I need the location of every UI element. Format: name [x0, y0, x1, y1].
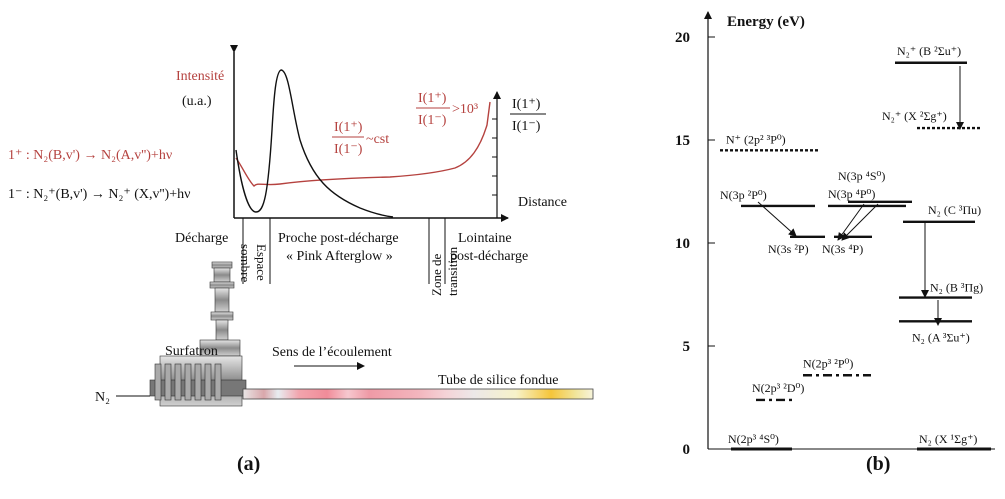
level-label-n3p-2p0: N(3p ²P⁰) — [720, 188, 767, 202]
ratio-const-suffix: ~cst — [366, 132, 389, 147]
zone-dividers — [242, 218, 446, 284]
transition-arrows — [757, 66, 964, 326]
arrow-n3p2p0-to-n3s2p — [757, 201, 797, 237]
level-label-n2p3-4s0: N(2p³ ⁴S⁰) — [728, 432, 779, 446]
level-label-n2plus-x: N₂⁺ (X ²Σg⁺) — [882, 109, 947, 123]
level-label-n3s-4p: N(3s ⁴P) — [822, 242, 863, 256]
ratio-high: I(1⁺) I(1⁻) >10³ — [416, 91, 478, 128]
right-axis-label-den: I(1⁻) — [512, 119, 541, 134]
energy-levels: N(2p³ ⁴S⁰) N(2p³ ²D⁰) N(2p³ ²P⁰) N(3s ²P) N(… — [720, 44, 991, 451]
zone-espace-1: Espace — [254, 244, 269, 281]
zone-proche-2: « Pink Afterglow » — [286, 249, 393, 264]
level-label-n2plus-b: N₂⁺ (B ²Σu⁺) — [897, 44, 961, 58]
black-intensity-curve — [235, 69, 394, 218]
right-axis-label: I(1⁺) I(1⁻) — [510, 97, 546, 134]
surfatron-device — [149, 261, 247, 407]
right-axis-ticks — [492, 118, 497, 196]
red-intensity-curve — [235, 101, 491, 187]
system-1plus: 1⁺ : N₂(B,v') → N₂(A,v'')+hν — [8, 148, 172, 163]
ratio-high-den: I(1⁻) — [418, 113, 447, 128]
flow-label: Sens de l’écoulement — [272, 345, 392, 360]
zone-transition-2: transition — [445, 246, 460, 296]
zone-lointaine-2: post-décharge — [450, 249, 528, 264]
level-label-n2-b: N₂ (B ³Πg) — [930, 281, 983, 295]
level-label-n2-x: N₂ (X ¹Σg⁺) — [919, 432, 977, 446]
surfatron-label: Surfatron — [165, 344, 218, 359]
energy-tick-label: 20 — [675, 30, 690, 46]
zone-decharge: Décharge — [175, 231, 228, 246]
zone-transition-1: Zone de — [429, 254, 444, 296]
right-axis-label-num: I(1⁺) — [512, 97, 541, 112]
arrow-n3p4p0-to-n3s4p-b — [841, 203, 879, 241]
level-label-n3s-2p: N(3s ²P) — [768, 242, 809, 256]
ratio-const-den: I(1⁻) — [334, 142, 363, 157]
energy-tick-label: 0 — [683, 442, 691, 458]
level-label-n2-c: N₂ (C ³Πu) — [928, 203, 981, 217]
energy-tick-label: 10 — [675, 236, 690, 252]
ratio-const: I(1⁺) I(1⁻) ~cst — [332, 120, 389, 157]
level-label-n3p-4s0: N(3p ⁴S⁰) — [838, 169, 885, 183]
silica-tube — [242, 388, 594, 400]
zone-espace-2: sombre — [238, 244, 253, 283]
energy-ticks: 0 5 10 15 20 — [675, 30, 715, 458]
energy-tick-label: 15 — [675, 133, 690, 149]
gas-label: N₂ — [95, 390, 110, 405]
panel-a: Intensité (u.a.) 1⁺ : N₂(B,v') → N₂(A,v'… — [8, 45, 594, 475]
x-axis-label: Distance — [518, 195, 567, 210]
tube-label: Tube de silice fondue — [438, 373, 558, 388]
level-label-n2-a: N₂ (A ³Σu⁺) — [912, 330, 970, 344]
zone-proche-1: Proche post-décharge — [278, 231, 399, 246]
ratio-high-num: I(1⁺) — [418, 91, 447, 106]
level-label-n3p-4p0: N(3p ⁴P⁰) — [828, 187, 875, 201]
ratio-high-suffix: >10³ — [452, 102, 478, 117]
ratio-const-num: I(1⁺) — [334, 120, 363, 135]
energy-axis-title: Energy (eV) — [727, 14, 805, 30]
energy-tick-label: 5 — [683, 339, 691, 355]
level-label-nplus-3p0: N⁺ (2p² ³P⁰) — [726, 132, 786, 146]
system-1minus: 1⁻ : N₂⁺(B,v') → N₂⁺ (X,v'')+hν — [8, 187, 190, 202]
level-label-n2p3-2p0: N(2p³ ²P⁰) — [803, 356, 853, 370]
level-label-n2p3-2d0: N(2p³ ²D⁰) — [752, 381, 804, 395]
zone-lointaine-1: Lointaine — [458, 231, 512, 246]
panel-b-label: (b) — [866, 453, 890, 475]
panel-a-label: (a) — [237, 453, 260, 475]
panel-b: Energy (eV) 0 5 10 15 20 N(2p³ ⁴S⁰) N(2p³ ²D⁰… — [675, 11, 995, 475]
y-axis-label-line1: Intensité — [176, 69, 224, 84]
y-axis-label-line2: (u.a.) — [182, 94, 212, 109]
